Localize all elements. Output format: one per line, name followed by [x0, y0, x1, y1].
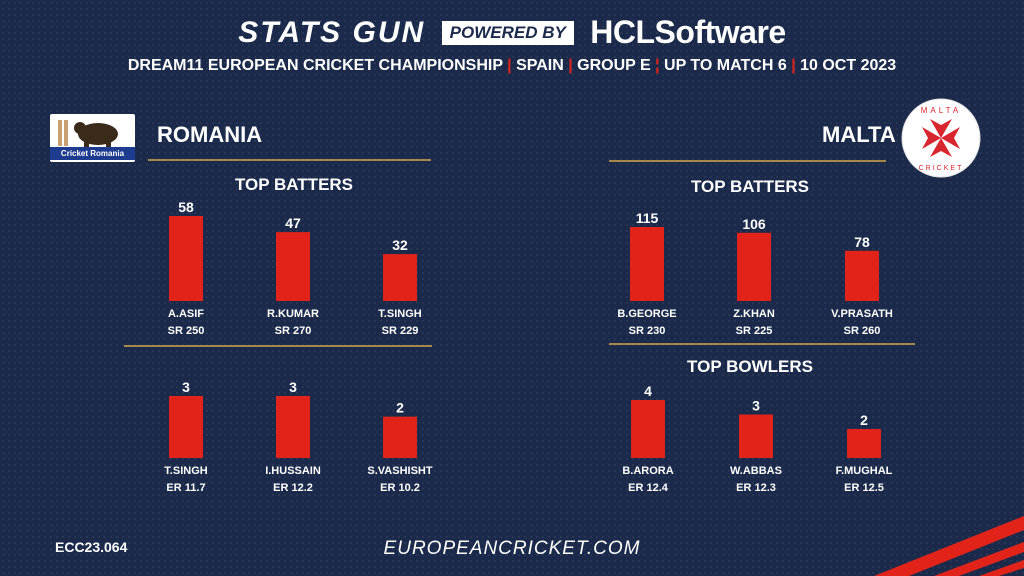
player-stat-label: ER 12.2 [273, 482, 313, 494]
player-stat-label: ER 12.5 [844, 482, 884, 494]
separator: | [568, 57, 578, 74]
player-stat-label: SR 225 [736, 325, 773, 337]
player-stat-label: SR 250 [168, 325, 205, 337]
player-stat-label: ER 11.7 [166, 482, 205, 494]
player-name-label: V.PRASATH [831, 308, 893, 320]
bar-value-label: 47 [285, 215, 301, 231]
stats-gun-title: STATS GUN [238, 15, 426, 49]
website-link[interactable]: EUROPEANCRICKET.COM [383, 538, 641, 559]
subtitle-matches: UP TO MATCH 6 [664, 57, 787, 74]
divider-romania-mid [124, 345, 432, 347]
player-name-label: B.GEORGE [617, 308, 676, 320]
bar-value-label: 3 [289, 379, 297, 395]
bar [276, 396, 310, 458]
bear-icon [58, 120, 118, 150]
bar [383, 254, 417, 301]
bar-value-label: 58 [178, 199, 194, 215]
bar [739, 414, 773, 458]
bar [169, 396, 203, 458]
bar [630, 227, 664, 301]
bar-value-label: 2 [860, 412, 868, 428]
separator: | [507, 57, 517, 74]
player-name-label: R.KUMAR [267, 308, 319, 320]
player-stat-label: SR 230 [629, 325, 666, 337]
team-name-malta: MALTA [822, 122, 896, 147]
decorative-stripes [874, 516, 1024, 576]
divider-romania-top [148, 159, 431, 161]
subtitle-group: GROUP E [577, 57, 651, 74]
bar-value-label: 4 [644, 383, 652, 399]
romania-logo-text: Cricket Romania [50, 147, 135, 160]
player-stat-label: ER 12.3 [736, 482, 776, 494]
chart-malta-batters: 115 B.GEORGE SR 230 106 Z.KHAN SR 225 78 V.PRAS… [617, 210, 893, 337]
bar-value-label: 3 [752, 398, 760, 414]
player-stat-label: SR 260 [844, 325, 881, 337]
team-name-romania: ROMANIA [157, 122, 263, 147]
separator: ¦ [655, 57, 665, 74]
maltese-cross-icon [922, 119, 960, 157]
malta-bowlers-title: TOP BOWLERS [687, 357, 813, 376]
bar-value-label: 32 [392, 237, 408, 253]
bar [631, 400, 665, 458]
sponsor-logo: HCLSoftware [590, 14, 786, 50]
subtitle: DREAM11 EUROPEAN CRICKET CHAMPIONSHIP | … [0, 57, 1024, 75]
separator: | [791, 57, 801, 74]
player-stat-label: ER 10.2 [380, 482, 420, 494]
player-stat-label: ER 12.4 [628, 482, 669, 494]
romania-batters-title: TOP BATTERS [234, 175, 354, 194]
bar [845, 250, 879, 301]
subtitle-competition: DREAM11 EUROPEAN CRICKET CHAMPIONSHIP [127, 57, 503, 74]
bar [847, 429, 881, 458]
chart-romania-batters: 58 A.ASIF SR 250 47 R.KUMAR SR 270 32 T.SINGH SR… [168, 199, 422, 337]
bar [737, 232, 771, 301]
bar-value-label: 2 [396, 400, 404, 416]
bar [383, 416, 417, 458]
player-name-label: B.ARORA [622, 465, 673, 477]
romania-logo: Cricket Romania [50, 114, 135, 162]
bar-value-label: 115 [636, 210, 659, 226]
bar [276, 232, 310, 301]
bar-value-label: 78 [854, 234, 870, 250]
malta-batters-title: TOP BATTERS [690, 177, 810, 196]
divider-malta-mid [609, 343, 915, 345]
chart-malta-bowlers: 4 B.ARORA ER 12.4 3 W.ABBAS ER 12.3 2 F.MUGHAL E… [622, 383, 893, 494]
player-name-label: F.MUGHAL [836, 465, 893, 477]
brand-header: STATS GUN POWERED BY HCLSoftware [0, 14, 1024, 51]
player-name-label: I.HUSSAIN [265, 465, 321, 477]
bar-value-label: 3 [182, 379, 190, 395]
malta-logo-text-bottom: CRICKET [919, 165, 964, 172]
player-name-label: T.SINGH [378, 308, 421, 320]
graphic-code: ECC23.064 [55, 539, 128, 555]
bar-value-label: 106 [742, 216, 766, 232]
subtitle-venue: SPAIN [516, 57, 564, 74]
powered-by-badge: POWERED BY [441, 20, 574, 45]
bar [169, 216, 203, 301]
chart-romania-bowlers: 3 T.SINGH ER 11.7 3 I.HUSSAIN ER 12.2 2 S.VASHI… [164, 379, 433, 494]
player-name-label: A.ASIF [168, 308, 204, 320]
divider-malta-top [609, 160, 886, 162]
player-stat-label: SR 270 [275, 325, 312, 337]
subtitle-date: 10 OCT 2023 [800, 57, 897, 74]
malta-logo: MALTA CRICKET [901, 98, 981, 178]
player-name-label: T.SINGH [164, 465, 207, 477]
malta-logo-text-top: MALTA [921, 106, 961, 115]
player-stat-label: SR 229 [382, 325, 419, 337]
player-name-label: Z.KHAN [733, 308, 775, 320]
player-name-label: S.VASHISHT [367, 465, 432, 477]
player-name-label: W.ABBAS [730, 465, 782, 477]
